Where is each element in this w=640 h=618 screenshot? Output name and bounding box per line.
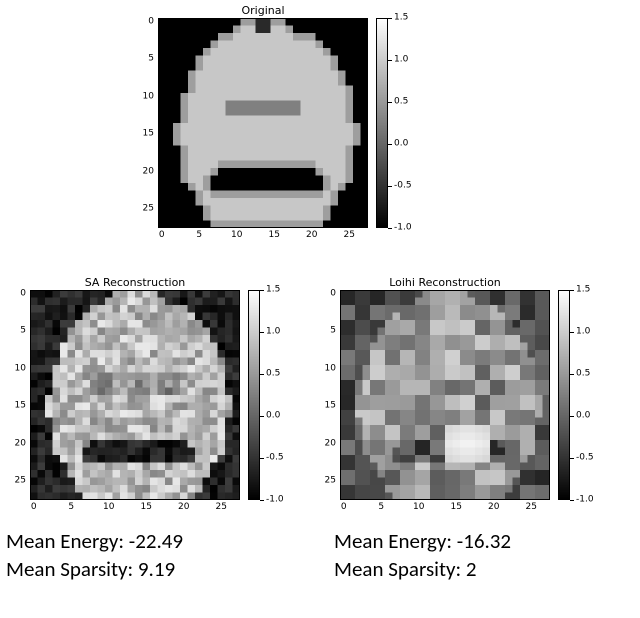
ytick: 10: [6, 364, 26, 373]
xtick: 15: [141, 503, 152, 512]
colorbar-tick: 0.5: [266, 370, 280, 379]
colorbar-tick: 1.0: [394, 56, 408, 65]
ytick: 15: [134, 130, 154, 139]
xtick: 5: [196, 231, 202, 240]
colorbar-tick: -0.5: [394, 182, 412, 191]
panel-original-axes: 00551010151520202525: [158, 18, 368, 228]
ytick: 25: [6, 477, 26, 486]
caption-loihi-mean-sparsity: Mean Sparsity: 2: [334, 556, 477, 582]
panel-sa-image: [30, 290, 240, 500]
panel-sa-axes: 00551010151520202525: [30, 290, 240, 500]
xtick: 25: [526, 503, 537, 512]
xtick: 10: [103, 503, 114, 512]
caption-loihi-mean-energy: Mean Energy: -16.32: [334, 528, 511, 554]
xtick: 0: [341, 503, 347, 512]
panel-loihi-axes: 00551010151520202525: [340, 290, 550, 500]
ytick: 0: [6, 289, 26, 298]
panel-sa-title: SA Reconstruction: [30, 276, 240, 289]
ytick: 5: [134, 55, 154, 64]
xtick: 20: [488, 503, 499, 512]
panel-original-title: Original: [158, 4, 368, 17]
xtick: 25: [216, 503, 227, 512]
ytick: 15: [6, 402, 26, 411]
ytick: 0: [134, 17, 154, 26]
xtick: 0: [159, 231, 165, 240]
colorbar-tick: 0.5: [394, 98, 408, 107]
xtick: 0: [31, 503, 37, 512]
ytick: 25: [316, 477, 336, 486]
colorbar-gradient: [558, 290, 570, 500]
colorbar-tick: -1.0: [394, 224, 412, 233]
xtick: 5: [68, 503, 74, 512]
ytick: 10: [134, 92, 154, 101]
xtick: 5: [378, 503, 384, 512]
caption-sa-mean-sparsity: Mean Sparsity: 9.19: [6, 556, 175, 582]
panel-loihi-colorbar: -1.0-0.50.00.51.01.5: [558, 290, 570, 500]
colorbar-tick: 0.0: [394, 140, 408, 149]
xtick: 20: [178, 503, 189, 512]
colorbar-tick: 1.5: [576, 286, 590, 295]
colorbar-gradient: [248, 290, 260, 500]
colorbar-tick: 1.0: [576, 328, 590, 337]
colorbar-tick: 0.0: [576, 412, 590, 421]
colorbar-tick: 1.0: [266, 328, 280, 337]
colorbar-tick: 0.0: [266, 412, 280, 421]
colorbar-tick: -0.5: [266, 454, 284, 463]
ytick: 0: [316, 289, 336, 298]
ytick: 25: [134, 205, 154, 214]
colorbar-tick: -1.0: [266, 496, 284, 505]
ytick: 5: [6, 327, 26, 336]
xtick: 15: [451, 503, 462, 512]
xtick: 20: [306, 231, 317, 240]
colorbar-gradient: [376, 18, 388, 228]
ytick: 20: [6, 439, 26, 448]
colorbar-tick: 0.5: [576, 370, 590, 379]
panel-sa-colorbar: -1.0-0.50.00.51.01.5: [248, 290, 260, 500]
xtick: 25: [344, 231, 355, 240]
panel-loihi-title: Loihi Reconstruction: [340, 276, 550, 289]
colorbar-tick: 1.5: [394, 14, 408, 23]
panel-original-colorbar: -1.0-0.50.00.51.01.5: [376, 18, 388, 228]
panel-loihi-image: [340, 290, 550, 500]
ytick: 5: [316, 327, 336, 336]
ytick: 10: [316, 364, 336, 373]
xtick: 15: [269, 231, 280, 240]
ytick: 20: [316, 439, 336, 448]
colorbar-tick: 1.5: [266, 286, 280, 295]
caption-sa-mean-energy: Mean Energy: -22.49: [6, 528, 183, 554]
panel-original-image: [158, 18, 368, 228]
ytick: 15: [316, 402, 336, 411]
xtick: 10: [413, 503, 424, 512]
colorbar-tick: -0.5: [576, 454, 594, 463]
xtick: 10: [231, 231, 242, 240]
ytick: 20: [134, 167, 154, 176]
colorbar-tick: -1.0: [576, 496, 594, 505]
